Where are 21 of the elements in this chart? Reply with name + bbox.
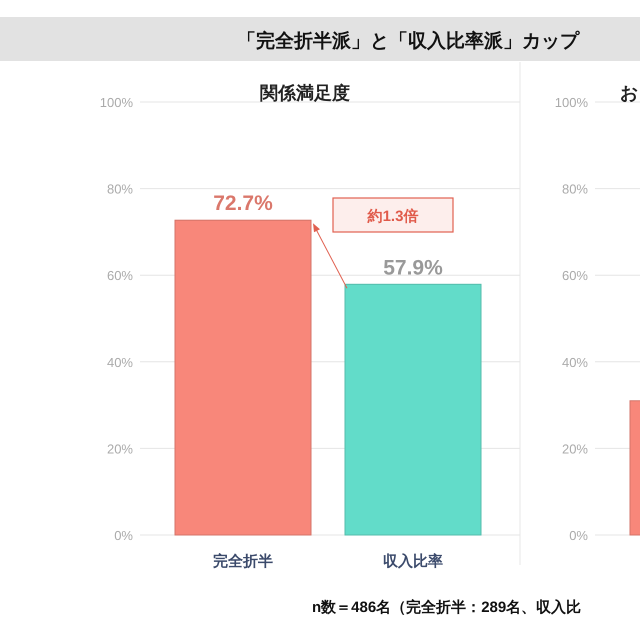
data-label: 57.9% — [383, 256, 444, 280]
x-tick-label: 完全折半 — [213, 552, 273, 570]
chart-subtitle: 関係満足度 — [260, 83, 350, 103]
y-tick-label: 80% — [562, 182, 588, 197]
chart-title: お — [620, 83, 638, 103]
y-tick-label: 80% — [106, 182, 134, 197]
y-tick-label: 100% — [100, 95, 134, 110]
y-tick-label: 60% — [106, 268, 134, 284]
y-tick-label: 0% — [569, 528, 588, 543]
y-tick-label: 20% — [562, 441, 588, 456]
text: n数＝486名（完全折半：289名、収入比 — [312, 598, 582, 616]
annotation: 約1.3倍 — [366, 208, 418, 225]
x-tick-label: 収入比率 — [383, 552, 443, 570]
y-tick-label: 40% — [106, 354, 134, 370]
y-tick-label: 100% — [554, 95, 588, 110]
y-tick-label: 40% — [562, 354, 588, 370]
data-label: 72.7% — [213, 192, 274, 216]
y-tick-label: 60% — [562, 268, 588, 284]
y-tick-label: 0% — [114, 528, 134, 543]
y-tick-label: 20% — [106, 441, 134, 456]
chart-title: 「完全折半派」と「収入比率派」カップ — [237, 30, 580, 52]
